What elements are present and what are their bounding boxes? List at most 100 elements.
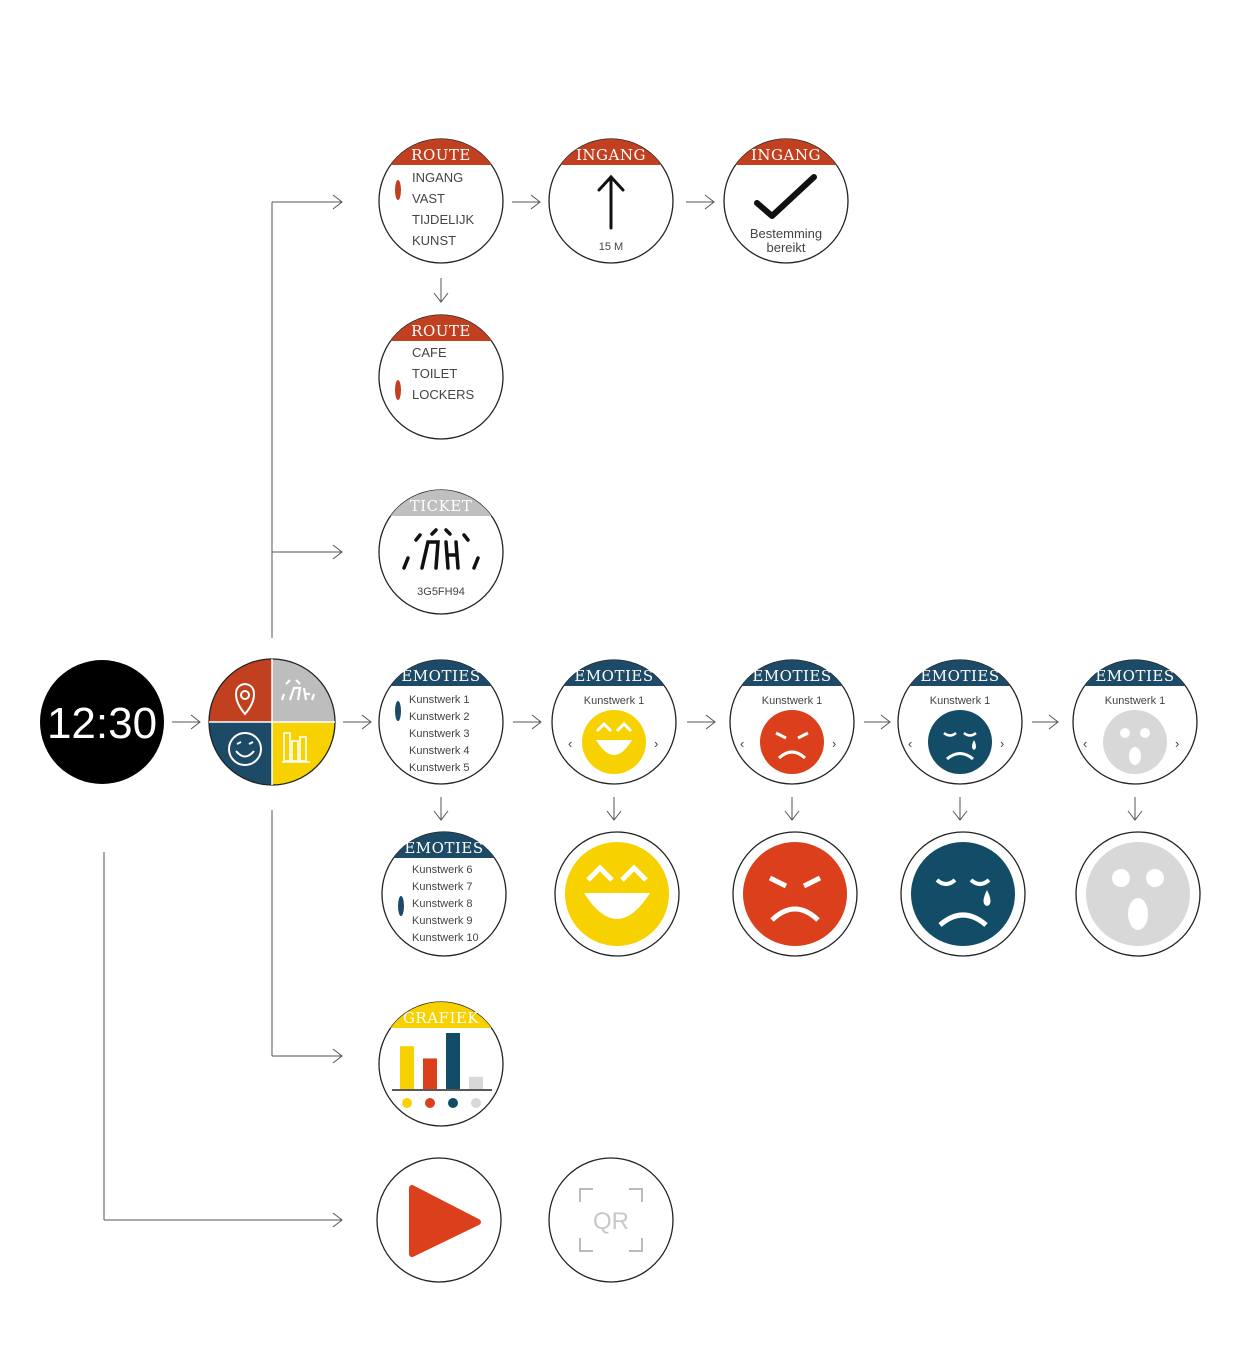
checkmark-icon bbox=[754, 174, 817, 219]
clock-time: 12:30 bbox=[47, 699, 157, 748]
angry-face-icon bbox=[760, 710, 824, 774]
menu-quadrant-route[interactable] bbox=[209, 659, 272, 722]
emotion-header: EMOTIES bbox=[574, 667, 653, 685]
arrived-line1: Bestemming bbox=[750, 226, 822, 241]
emotion-screen-angry[interactable]: EMOTIES Kunstwerk 1 ‹ › bbox=[729, 659, 855, 785]
next-arrow[interactable]: › bbox=[832, 736, 836, 751]
emotion-artwork-label: Kunstwerk 1 bbox=[930, 695, 991, 707]
menu-quadrant-chart[interactable] bbox=[272, 722, 335, 785]
happy-face-icon bbox=[582, 710, 646, 774]
facilities-header: ROUTE bbox=[411, 322, 471, 340]
list-item[interactable]: Kunstwerk 7 bbox=[412, 881, 473, 893]
angry-face-icon bbox=[743, 842, 847, 946]
surprised-face-icon bbox=[1103, 710, 1167, 774]
list-item[interactable]: Kunstwerk 3 bbox=[409, 728, 470, 740]
facility-item-toilet[interactable]: TOILET bbox=[412, 366, 457, 381]
route-item-ingang[interactable]: INGANG bbox=[412, 170, 463, 185]
surprised-face-icon bbox=[1086, 842, 1190, 946]
chart-bar-sad bbox=[446, 1033, 460, 1089]
chart-icon bbox=[282, 732, 310, 763]
grafiek-screen: GRAFIEK bbox=[378, 1001, 504, 1127]
ticket-logo-icon bbox=[402, 528, 480, 570]
emotion-header: EMOTIES bbox=[752, 667, 831, 685]
ticket-screen: TICKET 3G5FH94 bbox=[378, 489, 504, 615]
legend-angry-icon bbox=[425, 1098, 435, 1108]
route-direction-screen: INGANG 15 M bbox=[548, 138, 674, 264]
prev-arrow[interactable]: ‹ bbox=[908, 736, 912, 751]
qr-screen[interactable]: QR bbox=[548, 1157, 674, 1283]
list-item[interactable]: Kunstwerk 2 bbox=[409, 711, 470, 723]
emotion-header: EMOTIES bbox=[920, 667, 999, 685]
emotions-list-header: EMOTIES bbox=[404, 839, 483, 857]
legend-happy-icon bbox=[402, 1098, 412, 1108]
selection-indicator bbox=[395, 180, 401, 200]
emotion-screen-sad[interactable]: EMOTIES Kunstwerk 1 ‹ › bbox=[897, 659, 1023, 785]
route-arrived-screen: INGANG Bestemming bereikt bbox=[723, 138, 849, 264]
list-item[interactable]: Kunstwerk 4 bbox=[409, 745, 470, 757]
emotion-header: EMOTIES bbox=[1095, 667, 1174, 685]
legend-sad-icon bbox=[448, 1098, 458, 1108]
list-item[interactable]: Kunstwerk 1 bbox=[409, 694, 470, 706]
grafiek-bars bbox=[400, 1033, 483, 1089]
route-item-tijdelijk[interactable]: TIJDELIJK bbox=[412, 212, 474, 227]
emotions-list-screen-1[interactable]: EMOTIES Kunstwerk 1 Kunstwerk 2 Kunstwer… bbox=[378, 659, 504, 785]
ticket-code: 3G5FH94 bbox=[417, 586, 465, 598]
list-item[interactable]: Kunstwerk 9 bbox=[412, 915, 473, 927]
selection-indicator bbox=[395, 380, 401, 400]
location-pin-icon bbox=[235, 682, 255, 716]
facility-item-cafe[interactable]: CAFE bbox=[412, 345, 447, 360]
clock-face bbox=[40, 660, 164, 784]
play-icon[interactable] bbox=[409, 1185, 481, 1257]
direction-distance: 15 M bbox=[599, 241, 623, 253]
menu-quadrant-emotions[interactable] bbox=[209, 722, 272, 785]
emotion-detail-happy bbox=[554, 831, 680, 957]
clock-screen[interactable]: 12:30 bbox=[40, 660, 164, 784]
play-screen[interactable] bbox=[376, 1157, 502, 1283]
arrived-header: INGANG bbox=[751, 146, 821, 164]
main-menu-screen[interactable] bbox=[208, 658, 336, 786]
emotion-artwork-label: Kunstwerk 1 bbox=[1105, 695, 1166, 707]
list-item[interactable]: Kunstwerk 6 bbox=[412, 864, 473, 876]
emotion-artwork-label: Kunstwerk 1 bbox=[584, 695, 645, 707]
emotion-detail-angry bbox=[732, 831, 858, 957]
next-arrow[interactable]: › bbox=[1175, 736, 1179, 751]
next-arrow[interactable]: › bbox=[654, 736, 658, 751]
emotion-detail-surprised bbox=[1075, 831, 1201, 957]
route-header: ROUTE bbox=[411, 146, 471, 164]
smiley-icon bbox=[228, 732, 262, 766]
qr-frame-icon bbox=[579, 1188, 643, 1252]
arrow-up-icon bbox=[597, 174, 625, 230]
qr-label: QR bbox=[593, 1208, 629, 1235]
sad-face-icon bbox=[928, 710, 992, 774]
grafiek-header: GRAFIEK bbox=[403, 1009, 479, 1027]
route-facilities-screen[interactable]: ROUTE CAFE TOILET LOCKERS bbox=[378, 314, 504, 440]
facility-item-lockers[interactable]: LOCKERS bbox=[412, 387, 474, 402]
selection-indicator bbox=[395, 701, 401, 721]
legend-surprised-icon bbox=[471, 1098, 481, 1108]
emotions-list-screen-2[interactable]: EMOTIES Kunstwerk 6 Kunstwerk 7 Kunstwer… bbox=[381, 831, 507, 957]
connectors bbox=[103, 201, 1136, 1221]
list-item[interactable]: Kunstwerk 10 bbox=[412, 932, 479, 944]
route-menu-screen[interactable]: ROUTE INGANG VAST TIJDELIJK KUNST bbox=[378, 138, 504, 264]
emotions-list-header: EMOTIES bbox=[401, 667, 480, 685]
chart-bar-surprised bbox=[469, 1076, 483, 1089]
prev-arrow[interactable]: ‹ bbox=[740, 736, 744, 751]
ticket-header: TICKET bbox=[410, 497, 473, 515]
direction-header: INGANG bbox=[576, 146, 646, 164]
arrived-line2: bereikt bbox=[766, 240, 805, 255]
sad-face-icon bbox=[911, 842, 1015, 946]
prev-arrow[interactable]: ‹ bbox=[568, 736, 572, 751]
next-arrow[interactable]: › bbox=[1000, 736, 1004, 751]
list-item[interactable]: Kunstwerk 8 bbox=[412, 898, 473, 910]
chart-bar-angry bbox=[423, 1058, 437, 1089]
route-item-vast[interactable]: VAST bbox=[412, 191, 445, 206]
emotion-screen-surprised[interactable]: EMOTIES Kunstwerk 1 ‹ › bbox=[1072, 659, 1198, 785]
route-item-kunst[interactable]: KUNST bbox=[412, 233, 456, 248]
emotion-artwork-label: Kunstwerk 1 bbox=[762, 695, 823, 707]
list-item[interactable]: Kunstwerk 5 bbox=[409, 762, 470, 774]
emotion-screen-happy[interactable]: EMOTIES Kunstwerk 1 ‹ › bbox=[551, 659, 677, 785]
ticket-icon bbox=[280, 679, 316, 701]
prev-arrow[interactable]: ‹ bbox=[1083, 736, 1087, 751]
arrowheads bbox=[190, 194, 1143, 1228]
